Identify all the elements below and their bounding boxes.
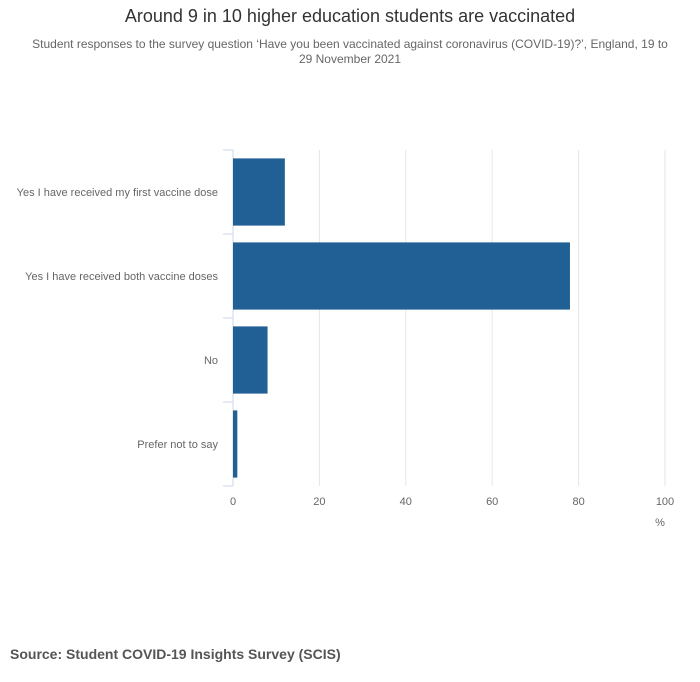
x-tick-label-4: 80 <box>572 496 584 508</box>
x-tick-label-3: 60 <box>486 496 498 508</box>
bar-1 <box>233 242 570 310</box>
bar-3 <box>233 410 238 478</box>
bar-2 <box>233 326 268 394</box>
chart-subtitle: Student responses to the survey question… <box>32 37 668 66</box>
source-note: Source: Student COVID-19 Insights Survey… <box>10 646 341 662</box>
category-label-0: Yes I have received my first vaccine dos… <box>17 187 218 199</box>
category-label-3: Prefer not to say <box>137 439 218 451</box>
chart-title: Around 9 in 10 higher education students… <box>124 6 576 26</box>
category-label-2: No <box>204 355 218 367</box>
bar-0 <box>233 158 285 226</box>
x-tick-label-5: 100 <box>656 496 674 508</box>
category-label-1: Yes I have received both vaccine doses <box>25 271 218 283</box>
x-tick-label-0: 0 <box>230 496 236 508</box>
x-axis-label: % <box>655 517 665 529</box>
x-tick-label-1: 20 <box>313 496 325 508</box>
x-tick-label-2: 40 <box>400 496 412 508</box>
